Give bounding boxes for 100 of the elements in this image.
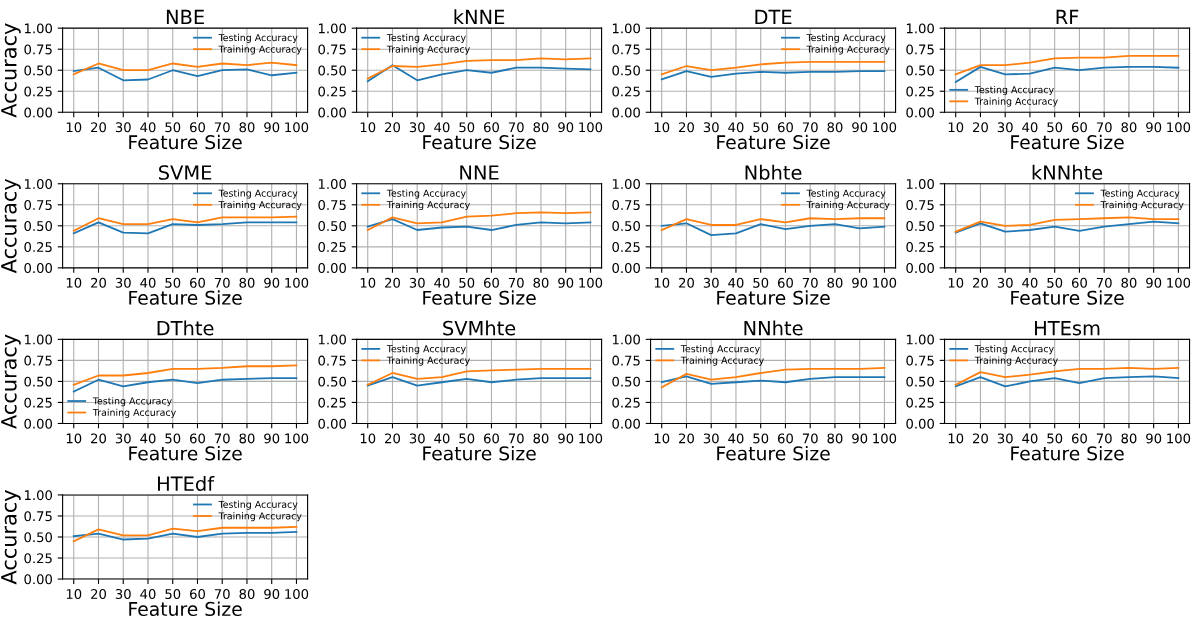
x-tick-label: 20 xyxy=(385,277,400,288)
x-axis-title: Feature Size xyxy=(129,445,242,461)
chart-title: kNNhte xyxy=(1032,164,1103,180)
y-tick-label: 0.75 xyxy=(612,44,640,55)
line-series xyxy=(954,367,1180,386)
x-tick-label: 10 xyxy=(66,122,82,133)
legend-label: Testing Accuracy xyxy=(386,345,466,355)
x-tick-label: 50 xyxy=(459,433,475,444)
x-tick-label: 40 xyxy=(1022,433,1038,444)
x-tick-label: 100 xyxy=(285,277,309,288)
x-tick-label: 80 xyxy=(239,277,255,288)
x-tick-label: 40 xyxy=(434,277,450,288)
chart-title: NBE xyxy=(166,9,204,24)
x-axis-title: Feature Size xyxy=(423,290,536,305)
x-tick-label: 80 xyxy=(827,122,843,133)
y-tick-label: 0.25 xyxy=(612,397,640,408)
x-tick-label: 100 xyxy=(579,122,603,133)
y-tick-label: 0.50 xyxy=(24,532,53,543)
y-tick-label: 0.00 xyxy=(906,418,934,429)
y-tick-label: 0.50 xyxy=(906,221,934,232)
line-series xyxy=(954,65,1180,83)
line-series xyxy=(954,55,1180,76)
x-axis-title: Feature Size xyxy=(129,290,242,305)
x-tick-label: 10 xyxy=(948,277,964,288)
y-tick-label: 0.75 xyxy=(906,44,934,55)
y-tick-label: 0.50 xyxy=(24,221,53,232)
line-series xyxy=(660,60,886,76)
y-tick-label: 1.00 xyxy=(612,178,640,189)
x-tick-label: 40 xyxy=(140,122,156,133)
x-tick-label: 70 xyxy=(214,433,230,444)
line-series xyxy=(72,526,298,543)
chart-title: NNhte xyxy=(744,320,803,336)
chart-title: SVME xyxy=(159,165,212,180)
x-axis-title: Feature Size xyxy=(129,134,242,150)
x-tick-label: 90 xyxy=(1146,433,1162,444)
chart-title: SVMhte xyxy=(443,320,516,336)
x-tick-label: 60 xyxy=(483,433,499,444)
x-tick-label: 20 xyxy=(91,277,107,288)
line-series xyxy=(72,66,298,82)
x-tick-label: 40 xyxy=(140,277,156,288)
y-tick-label: 0.50 xyxy=(24,65,53,76)
y-tick-label: 1.00 xyxy=(318,178,346,189)
x-axis-title: Feature Size xyxy=(129,601,242,617)
x-tick-label: 10 xyxy=(66,433,82,444)
x-tick-label: 90 xyxy=(264,277,280,288)
y-tick-label: 0.25 xyxy=(906,242,934,253)
legend-label: Testing Accuracy xyxy=(1100,189,1180,199)
y-tick-label: 1.00 xyxy=(24,334,53,345)
x-tick-label: 70 xyxy=(802,122,818,133)
x-tick-label: 60 xyxy=(190,277,205,288)
x-axis-title: Feature Size xyxy=(1011,134,1124,150)
y-tick-label: 0.25 xyxy=(318,242,346,253)
chart-title: HTEdf xyxy=(158,476,215,492)
line-series xyxy=(954,375,1180,388)
legend-label: Testing Accuracy xyxy=(974,85,1054,96)
line-series xyxy=(72,221,298,235)
y-tick-label: 0.25 xyxy=(24,397,52,408)
y-tick-label: 1.00 xyxy=(612,334,640,345)
legend-label: Training Accuracy xyxy=(806,45,890,55)
x-tick-label: 90 xyxy=(264,433,280,444)
y-axis-title: Accuracy xyxy=(1,334,21,429)
x-tick-label: 30 xyxy=(115,122,131,133)
x-tick-label: 30 xyxy=(997,122,1013,133)
x-axis-title: Feature Size xyxy=(1011,445,1124,461)
y-tick-label: 0.75 xyxy=(612,200,640,210)
x-tick-label: 30 xyxy=(703,122,719,133)
y-tick-label: 0.50 xyxy=(612,221,640,232)
x-tick-label: 80 xyxy=(533,277,549,288)
x-tick-label: 80 xyxy=(239,433,255,444)
x-tick-label: 60 xyxy=(777,277,793,288)
x-tick-label: 80 xyxy=(1121,277,1137,288)
x-tick-label: 20 xyxy=(973,277,988,288)
legend-label: Training Accuracy xyxy=(218,200,302,211)
x-tick-label: 80 xyxy=(239,589,255,599)
y-tick-label: 0.25 xyxy=(612,86,640,97)
x-tick-label: 10 xyxy=(66,589,82,599)
x-tick-label: 60 xyxy=(483,122,499,133)
line-series xyxy=(660,367,886,389)
x-tick-label: 80 xyxy=(827,433,843,444)
x-tick-label: 90 xyxy=(1146,277,1162,288)
x-tick-label: 60 xyxy=(777,433,793,444)
y-tick-label: 0.25 xyxy=(906,86,934,97)
x-tick-label: 10 xyxy=(66,277,82,288)
y-tick-label: 0.00 xyxy=(906,107,934,118)
x-tick-label: 10 xyxy=(654,122,670,133)
y-tick-label: 0.75 xyxy=(24,200,52,210)
y-tick-label: 0.00 xyxy=(612,263,640,274)
x-tick-label: 100 xyxy=(579,433,603,444)
x-tick-label: 20 xyxy=(91,122,107,133)
line-series xyxy=(954,220,1180,234)
y-tick-label: 0.50 xyxy=(612,376,640,387)
x-tick-label: 10 xyxy=(360,122,376,133)
x-tick-label: 80 xyxy=(239,122,255,133)
legend-label: Training Accuracy xyxy=(974,97,1058,107)
legend-label: Training Accuracy xyxy=(92,408,176,418)
y-tick-label: 0.50 xyxy=(906,376,934,387)
x-tick-label: 80 xyxy=(827,277,843,288)
x-tick-label: 20 xyxy=(973,122,988,133)
legend-label: Testing Accuracy xyxy=(218,500,298,510)
x-tick-label: 50 xyxy=(165,277,181,288)
